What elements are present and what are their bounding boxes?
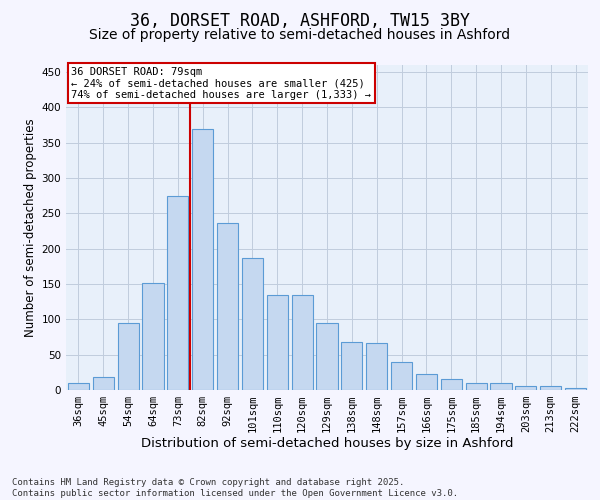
Text: 36 DORSET ROAD: 79sqm
← 24% of semi-detached houses are smaller (425)
74% of sem: 36 DORSET ROAD: 79sqm ← 24% of semi-deta… bbox=[71, 66, 371, 100]
Bar bbox=[366, 342, 387, 390]
Bar bbox=[540, 386, 561, 390]
Bar bbox=[167, 196, 188, 390]
Text: Size of property relative to semi-detached houses in Ashford: Size of property relative to semi-detach… bbox=[89, 28, 511, 42]
Bar bbox=[68, 383, 89, 390]
Text: 36, DORSET ROAD, ASHFORD, TW15 3BY: 36, DORSET ROAD, ASHFORD, TW15 3BY bbox=[130, 12, 470, 30]
Bar bbox=[391, 362, 412, 390]
Bar bbox=[93, 378, 114, 390]
Text: Contains HM Land Registry data © Crown copyright and database right 2025.
Contai: Contains HM Land Registry data © Crown c… bbox=[12, 478, 458, 498]
Bar bbox=[416, 374, 437, 390]
X-axis label: Distribution of semi-detached houses by size in Ashford: Distribution of semi-detached houses by … bbox=[141, 436, 513, 450]
Bar bbox=[466, 383, 487, 390]
Bar bbox=[441, 378, 462, 390]
Bar bbox=[490, 383, 512, 390]
Bar bbox=[192, 128, 213, 390]
Bar bbox=[217, 222, 238, 390]
Bar bbox=[565, 388, 586, 390]
Bar bbox=[316, 323, 338, 390]
Bar bbox=[292, 294, 313, 390]
Bar bbox=[242, 258, 263, 390]
Bar bbox=[341, 342, 362, 390]
Bar bbox=[515, 386, 536, 390]
Bar bbox=[118, 323, 139, 390]
Y-axis label: Number of semi-detached properties: Number of semi-detached properties bbox=[24, 118, 37, 337]
Bar bbox=[267, 294, 288, 390]
Bar bbox=[142, 282, 164, 390]
